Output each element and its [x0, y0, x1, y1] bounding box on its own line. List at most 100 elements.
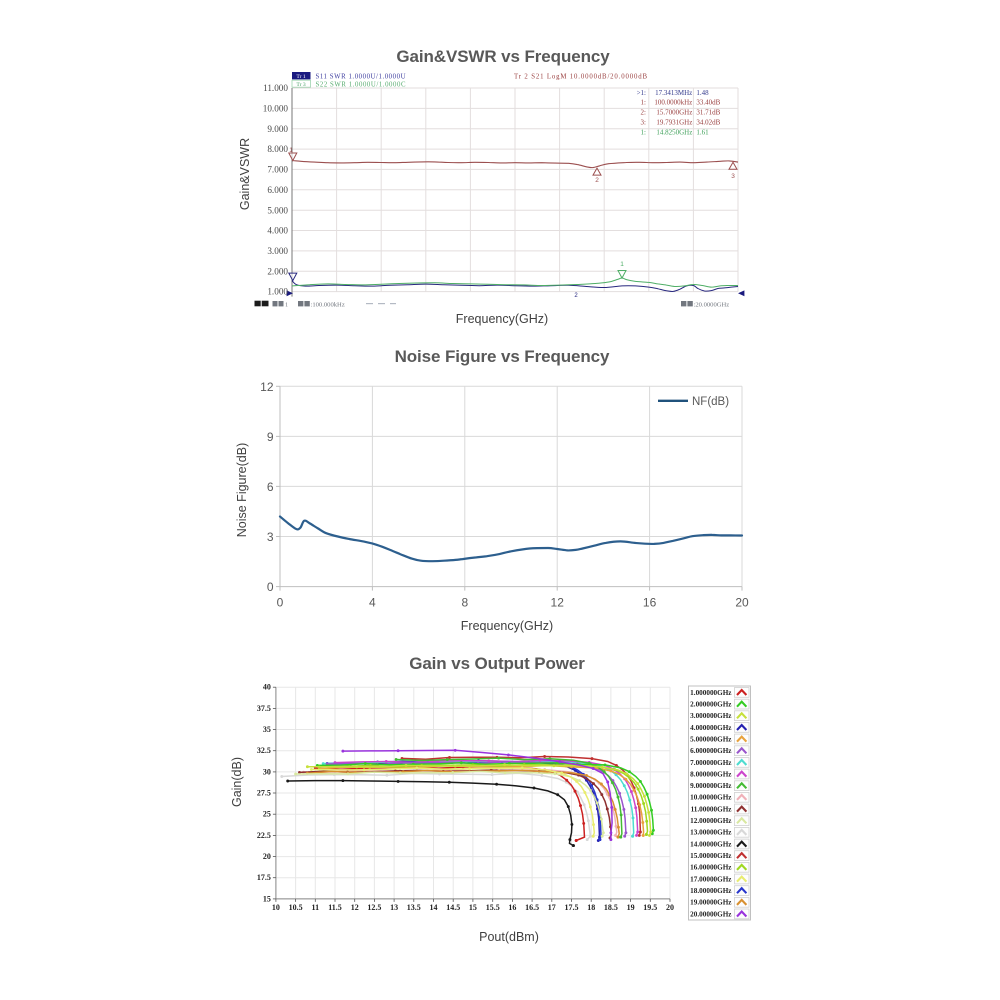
- svg-text:3: 3: [267, 530, 274, 544]
- svg-text:18: 18: [587, 903, 595, 912]
- svg-text:15.7000GHz: 15.7000GHz: [656, 109, 692, 117]
- svg-text:16: 16: [508, 903, 516, 912]
- svg-text:1.48: 1.48: [696, 89, 709, 97]
- svg-text:17.5: 17.5: [565, 903, 579, 912]
- svg-text:10: 10: [272, 903, 280, 912]
- svg-text:17: 17: [548, 903, 556, 912]
- svg-text:19: 19: [627, 903, 635, 912]
- svg-text:6.000000GHz: 6.000000GHz: [690, 747, 732, 755]
- svg-text:2.000000GHz: 2.000000GHz: [690, 701, 732, 709]
- svg-text:Tr 1: Tr 1: [296, 74, 305, 80]
- svg-text:9.000000GHz: 9.000000GHz: [690, 782, 732, 790]
- svg-text:19.5: 19.5: [643, 903, 657, 912]
- svg-text:1.61: 1.61: [696, 128, 709, 136]
- svg-text:NF(dB): NF(dB): [692, 396, 729, 408]
- svg-text:17.3413MHz: 17.3413MHz: [655, 89, 692, 97]
- svg-text:17.5: 17.5: [257, 873, 271, 882]
- svg-text:2:: 2:: [641, 109, 647, 117]
- svg-text:S11 SWR 1.0000U/1.0000U: S11 SWR 1.0000U/1.0000U: [316, 74, 406, 81]
- svg-text:100.0000kHz: 100.0000kHz: [654, 99, 692, 107]
- svg-text:15: 15: [469, 903, 477, 912]
- svg-text:10.00000GHz: 10.00000GHz: [690, 794, 732, 802]
- svg-text:5.000000GHz: 5.000000GHz: [690, 735, 732, 743]
- svg-text:25: 25: [263, 810, 271, 819]
- svg-text:15.5: 15.5: [486, 903, 500, 912]
- svg-text:4: 4: [369, 596, 376, 610]
- svg-text:12.5: 12.5: [367, 903, 381, 912]
- svg-text:4.000000GHz: 4.000000GHz: [690, 724, 732, 732]
- svg-text:17.00000GHz: 17.00000GHz: [690, 875, 732, 883]
- svg-text:1: 1: [289, 147, 293, 154]
- svg-text:19.00000GHz: 19.00000GHz: [690, 899, 732, 907]
- svg-text:12.00000GHz: 12.00000GHz: [690, 817, 732, 825]
- svg-text::20.0000GHz: :20.0000GHz: [694, 301, 730, 308]
- svg-text:12: 12: [260, 380, 274, 394]
- svg-text:18.00000GHz: 18.00000GHz: [690, 887, 732, 895]
- svg-text:20: 20: [263, 852, 271, 861]
- svg-text:7.000: 7.000: [267, 165, 288, 175]
- svg-text:37.5: 37.5: [257, 704, 271, 713]
- svg-text:1:: 1:: [641, 99, 647, 107]
- svg-text:13: 13: [390, 903, 398, 912]
- svg-text:3:: 3:: [641, 119, 647, 127]
- svg-text:1: 1: [285, 301, 288, 308]
- svg-text:5.000: 5.000: [267, 205, 288, 215]
- svg-text:2: 2: [595, 177, 599, 184]
- svg-text:12: 12: [551, 596, 565, 610]
- svg-text:18.5: 18.5: [604, 903, 618, 912]
- svg-text:0: 0: [277, 596, 284, 610]
- svg-text:13.00000GHz: 13.00000GHz: [690, 829, 732, 837]
- svg-text:1.000: 1.000: [267, 287, 288, 297]
- svg-text:40: 40: [263, 683, 271, 692]
- svg-text:32.5: 32.5: [257, 746, 271, 755]
- svg-text:8.000000GHz: 8.000000GHz: [690, 770, 732, 778]
- svg-text:S22 SWR 1.0000U/1.0000C: S22 SWR 1.0000U/1.0000C: [316, 81, 406, 88]
- svg-text:35: 35: [263, 725, 271, 734]
- svg-text:10.5: 10.5: [289, 903, 303, 912]
- svg-text:6.000: 6.000: [267, 185, 288, 195]
- svg-text:3.000000GHz: 3.000000GHz: [690, 712, 732, 720]
- svg-text:3: 3: [731, 173, 735, 180]
- svg-text:7.000000GHz: 7.000000GHz: [690, 759, 732, 767]
- svg-text:14.5: 14.5: [446, 903, 460, 912]
- svg-text:14: 14: [430, 903, 438, 912]
- svg-text:9.000: 9.000: [267, 124, 288, 134]
- svg-text:11.00000GHz: 11.00000GHz: [691, 805, 733, 813]
- svg-text:11.000: 11.000: [263, 83, 288, 93]
- svg-text:2.000: 2.000: [267, 266, 288, 276]
- svg-text:14.8250GHz: 14.8250GHz: [656, 128, 692, 136]
- svg-text:31.71dB: 31.71dB: [696, 109, 720, 117]
- svg-text:20.00000GHz: 20.00000GHz: [690, 910, 732, 918]
- svg-text:0: 0: [267, 580, 274, 594]
- svg-text:8.000: 8.000: [267, 144, 288, 154]
- svg-text:Tr 2 S21 LogM 10.0000dB/20.00: Tr 2 S21 LogM 10.0000dB/20.0000dB: [514, 74, 647, 81]
- svg-text:1: 1: [620, 261, 624, 268]
- svg-text:14.00000GHz: 14.00000GHz: [690, 840, 732, 848]
- svg-text:8: 8: [461, 596, 468, 610]
- svg-text:15: 15: [263, 894, 271, 903]
- svg-text::100.000kHz: :100.000kHz: [311, 301, 345, 308]
- svg-text:11.5: 11.5: [328, 903, 342, 912]
- svg-text:20: 20: [735, 596, 749, 610]
- svg-text:Tr 3: Tr 3: [296, 82, 305, 88]
- svg-text:4.000: 4.000: [267, 226, 288, 236]
- svg-text:16.5: 16.5: [525, 903, 539, 912]
- svg-text:1:: 1:: [641, 128, 647, 136]
- svg-text:19.7931GHz: 19.7931GHz: [656, 119, 692, 127]
- svg-text:2: 2: [574, 293, 578, 299]
- svg-text:15.00000GHz: 15.00000GHz: [690, 852, 732, 860]
- svg-text:20: 20: [666, 903, 674, 912]
- svg-text:>1:: >1:: [637, 89, 646, 97]
- svg-text:9: 9: [267, 430, 274, 444]
- svg-text:6: 6: [267, 480, 274, 494]
- svg-text:13.5: 13.5: [407, 903, 421, 912]
- svg-text:3.000: 3.000: [267, 246, 288, 256]
- svg-text:12: 12: [351, 903, 359, 912]
- svg-text:27.5: 27.5: [257, 788, 271, 797]
- svg-text:1.000000GHz: 1.000000GHz: [690, 689, 732, 697]
- svg-text:34.02dB: 34.02dB: [696, 119, 720, 127]
- svg-text:16: 16: [643, 596, 657, 610]
- svg-text:22.5: 22.5: [257, 831, 271, 840]
- svg-text:10.000: 10.000: [263, 104, 289, 114]
- svg-text:16.00000GHz: 16.00000GHz: [690, 864, 732, 872]
